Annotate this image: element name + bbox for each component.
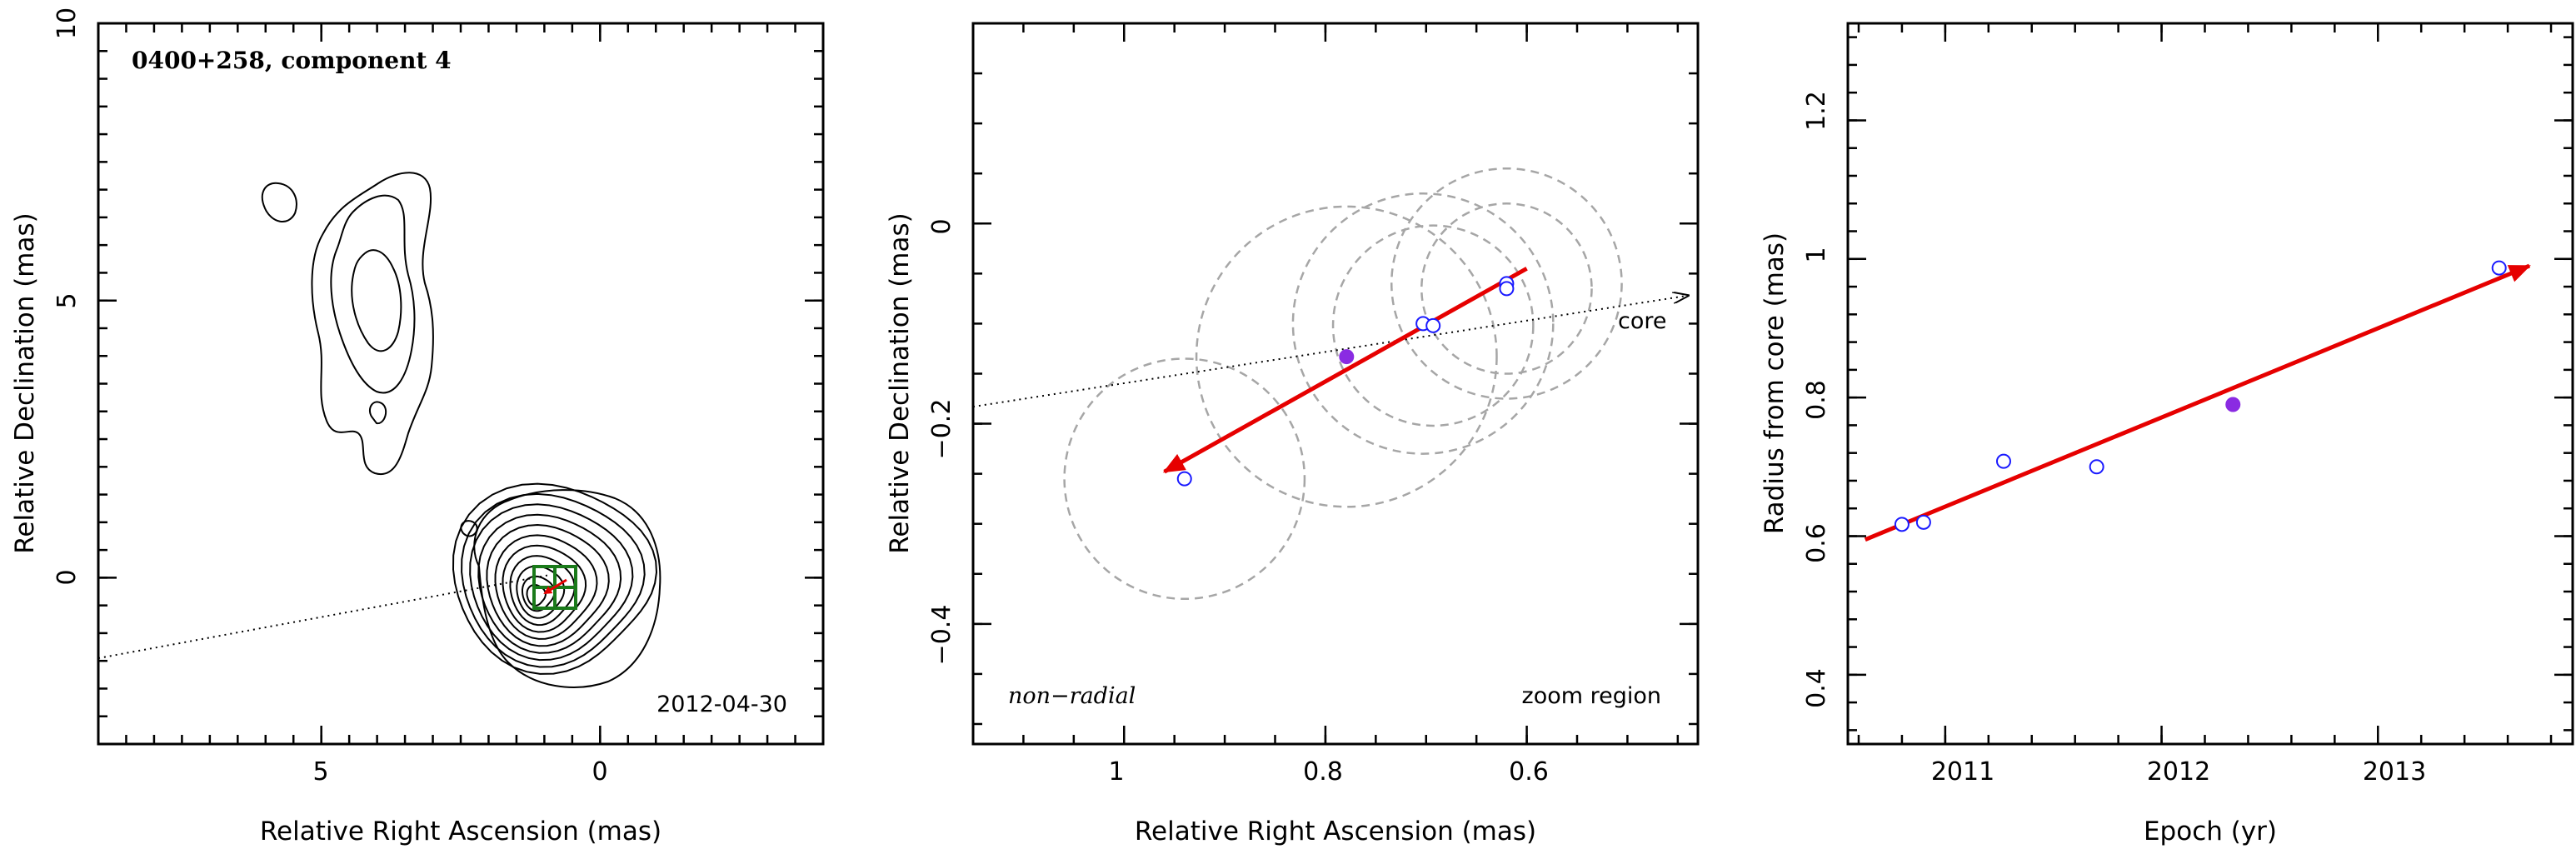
contour-lines [261,172,661,688]
y-axis-label: Radius from core (mas) [1760,232,1790,534]
direction-line [972,296,1688,408]
axis-ticks [971,22,1698,744]
y-tick-label: 0.4 [1802,668,1831,708]
contour-line [351,249,402,352]
y-axis-label: Relative Declination (mas) [10,212,40,554]
x-tick-label: 2013 [2363,757,2426,787]
error-circle [1331,224,1535,427]
contour-line [368,401,387,425]
data-point [2089,459,2104,475]
data-point [1995,453,2011,469]
x-tick-label: 0 [592,757,607,787]
contour-line [486,523,610,647]
y-tick-label: 10 [52,7,82,39]
plot-frame [97,22,825,746]
core-label: core [1618,308,1666,334]
axis-ticks [98,22,823,744]
y-tick-label: 1 [1802,247,1831,262]
x-axis-label: Relative Right Ascension (mas) [1135,817,1536,847]
data-point [1915,514,1931,530]
contour-line [469,503,634,662]
map-title: 0400+258, component 4 [132,47,452,74]
y-tick-label: −0.4 [927,605,956,666]
y-tick-label: 5 [52,292,82,308]
error-circle [1195,205,1498,508]
fit-arrow [1162,267,1528,474]
x-tick-label: 2012 [2147,757,2210,787]
contour-line [522,575,556,612]
filled-data-point [1339,349,1355,365]
contour-line [460,520,478,537]
y-tick-label: −0.2 [927,399,956,460]
contour-line [311,172,434,476]
x-axis-label: Epoch (yr) [2144,817,2277,847]
x-tick-label: 1 [1108,757,1124,787]
contour-line [477,513,622,654]
plot-frame [971,22,1700,746]
fit-arrow [1864,263,2531,542]
x-tick-label: 5 [312,757,328,787]
filled-data-point [2225,397,2241,412]
error-circles [1063,167,1623,601]
y-tick-label: 1.2 [1802,91,1831,131]
non-radial-label: non−radial [1008,683,1136,709]
x-tick-label: 0.8 [1303,757,1343,787]
y-axis-label: Relative Declination (mas) [885,212,915,554]
y-tick-label: 0 [927,218,956,234]
contour-line [461,492,646,668]
error-circle [1390,167,1623,400]
panel-zoom-region: core non−radial zoom region 1 0.8 0.6 −0… [885,22,1700,847]
data-point [1894,517,1910,532]
x-tick-label: 2011 [1931,757,1994,787]
data-points [1894,260,2507,532]
contour-line [509,555,576,627]
panel-contour-map: 0400+258, component 4 2012-04-30 5 0 0 5… [10,7,825,847]
y-tick-label: 0.8 [1802,380,1831,420]
contour-line [473,489,661,688]
x-axis-label: Relative Right Ascension (mas) [260,817,661,847]
plot-frame [1846,22,2574,746]
error-circle [1420,202,1593,375]
contour-line [494,534,598,640]
contour-line [330,194,416,394]
error-circle [1063,357,1306,601]
direction-line [97,574,551,659]
data-point [1425,317,1441,333]
data-point [1499,281,1515,297]
data-point [1176,471,1192,487]
axis-ticks [1848,23,2573,744]
contour-line [261,182,297,222]
error-circle [1291,192,1555,455]
data-points [1176,276,1515,487]
panel-radius-vs-epoch: 2011 2012 2013 0.4 0.6 0.8 1 1.2 Epoch (… [1760,22,2574,847]
y-tick-label: 0.6 [1802,523,1831,563]
y-tick-label: 0 [52,569,82,585]
motion-arrow [543,578,567,595]
epoch-date-label: 2012-04-30 [656,692,787,717]
x-tick-label: 0.6 [1509,757,1549,787]
contour-line [502,544,587,633]
contour-line [452,482,658,675]
zoom-region-label: zoom region [1522,683,1661,709]
data-point [2491,260,2507,276]
